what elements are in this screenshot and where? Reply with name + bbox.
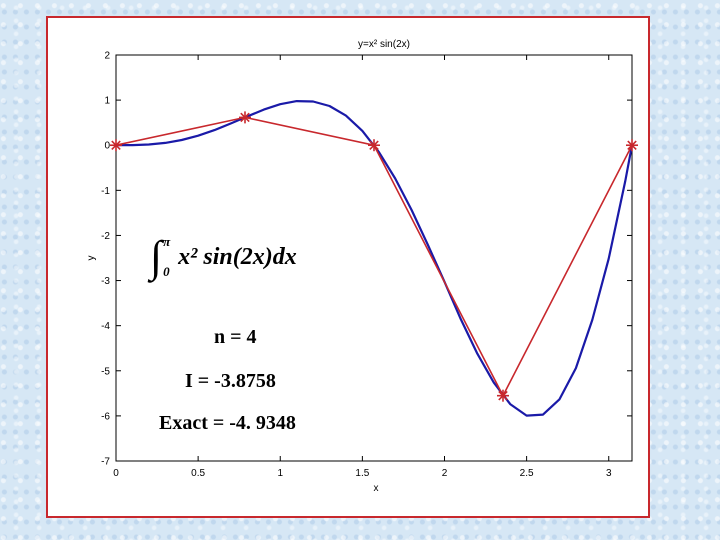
x-tick-label: 2.5 <box>520 468 534 479</box>
y-tick-label: -1 <box>101 186 110 197</box>
y-tick: -6 <box>101 411 632 422</box>
integral-expression: ∫ π 0 x² sin(2x)dx <box>150 234 297 280</box>
integral-limits: π 0 <box>163 234 170 280</box>
y-tick: -2 <box>101 231 632 242</box>
y-tick-label: -2 <box>101 231 110 242</box>
y-tick-label: -6 <box>101 411 110 422</box>
star-marker <box>239 111 251 124</box>
n-label: n = 4 <box>214 326 257 348</box>
chart-title: y=x² sin(2x) <box>358 39 410 50</box>
y-tick-label: 0 <box>104 141 110 152</box>
result-label: I = -3.8758 <box>185 370 276 392</box>
x-tick-label: 0 <box>113 468 119 479</box>
y-tick-label: -4 <box>101 321 110 332</box>
upper-limit: π <box>163 234 171 249</box>
x-axis-ticks: 0 0.5 1 1.5 2 2.5 3 <box>113 55 612 479</box>
x-tick-label: 3 <box>606 468 612 479</box>
y-tick-label: -3 <box>101 276 110 287</box>
exact-label: Exact = -4. 9348 <box>159 412 296 434</box>
x-tick: 0.5 <box>191 55 206 479</box>
y-tick-label: -5 <box>101 366 110 377</box>
axes-box <box>115 54 633 462</box>
integrand: x² sin(2x)dx <box>178 243 297 270</box>
y-tick: -7 <box>101 457 632 468</box>
y-tick-label: 2 <box>104 51 110 62</box>
x-tick: 2.5 <box>520 55 534 479</box>
x-tick: 2 <box>442 55 448 479</box>
integral-sign: ∫ <box>150 232 163 281</box>
y-tick: 2 <box>104 51 632 62</box>
y-tick: -1 <box>101 186 632 197</box>
x-tick: 0 <box>113 55 119 479</box>
x-tick: 3 <box>606 55 612 479</box>
star-marker <box>497 389 509 402</box>
x-tick: 1 <box>277 55 283 479</box>
star-marker <box>626 139 638 152</box>
x-tick-label: 2 <box>442 468 448 479</box>
x-tick-label: 0.5 <box>191 468 205 479</box>
y-tick: 1 <box>104 96 632 107</box>
x-tick: 1.5 <box>355 55 370 479</box>
y-tick: 0 <box>104 141 632 152</box>
y-axis-ticks: 2 1 0 -1 -2 -3 -4 -5 -6 -7 <box>101 51 632 468</box>
x-tick-label: 1.5 <box>355 468 369 479</box>
x-tick-label: 1 <box>277 468 283 479</box>
slide-frame <box>46 16 650 518</box>
y-tick: -3 <box>101 276 632 287</box>
lower-limit: 0 <box>163 264 170 279</box>
function-curve <box>115 100 634 417</box>
trapezoid-markers <box>110 111 638 402</box>
y-tick-label: -7 <box>101 457 110 468</box>
y-tick-label: 1 <box>104 96 110 107</box>
x-axis-label: x <box>374 483 379 494</box>
y-tick: -4 <box>101 321 632 332</box>
star-marker <box>110 139 122 152</box>
y-tick: -5 <box>101 366 632 377</box>
y-axis-label: y <box>86 256 97 261</box>
star-marker <box>368 139 380 152</box>
